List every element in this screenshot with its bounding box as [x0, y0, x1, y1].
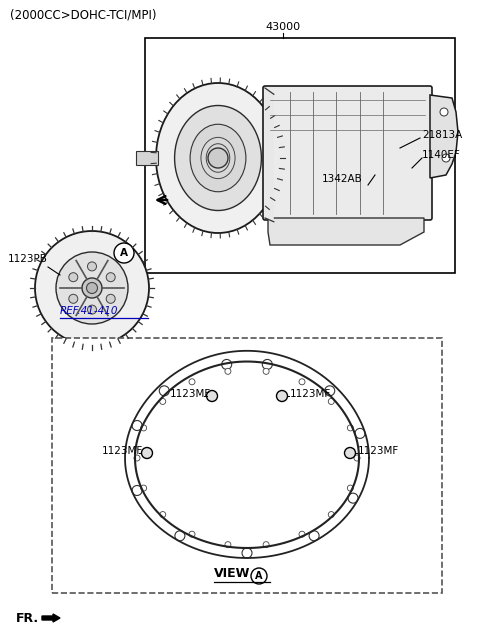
Circle shape [225, 542, 231, 548]
Bar [145, 38, 455, 273]
Circle shape [225, 369, 231, 374]
Ellipse shape [156, 83, 280, 233]
Circle shape [114, 243, 134, 263]
Circle shape [242, 548, 252, 558]
Circle shape [325, 386, 335, 396]
Ellipse shape [82, 278, 102, 298]
Circle shape [175, 531, 185, 541]
Ellipse shape [69, 294, 78, 303]
Circle shape [263, 542, 269, 548]
Circle shape [348, 425, 353, 431]
Bar [136, 151, 158, 165]
Circle shape [132, 485, 142, 496]
Ellipse shape [106, 294, 115, 303]
Circle shape [276, 390, 288, 401]
Text: (2000CC>DOHC-TCI/MPI): (2000CC>DOHC-TCI/MPI) [10, 8, 156, 21]
Circle shape [355, 428, 365, 438]
Text: REF.41-410: REF.41-410 [60, 306, 119, 316]
Circle shape [348, 485, 353, 491]
Circle shape [348, 493, 358, 503]
Ellipse shape [190, 125, 246, 192]
Circle shape [251, 568, 267, 584]
Circle shape [309, 531, 319, 541]
Text: 1123MF: 1123MF [290, 389, 331, 399]
Circle shape [141, 485, 146, 491]
Ellipse shape [56, 252, 128, 324]
Circle shape [354, 455, 360, 461]
Ellipse shape [175, 105, 262, 211]
Polygon shape [268, 218, 424, 245]
Circle shape [263, 369, 269, 374]
Circle shape [142, 447, 153, 458]
Circle shape [134, 455, 140, 461]
Circle shape [159, 386, 169, 396]
Circle shape [262, 360, 272, 369]
Ellipse shape [86, 282, 97, 293]
Circle shape [132, 421, 142, 431]
Text: 1123MF: 1123MF [358, 446, 399, 456]
Circle shape [222, 360, 232, 369]
Circle shape [189, 379, 195, 385]
Ellipse shape [35, 231, 149, 345]
Text: 1123MF: 1123MF [170, 389, 211, 399]
Ellipse shape [106, 273, 115, 282]
Text: FR.: FR. [16, 612, 39, 625]
Text: 1123MF: 1123MF [102, 446, 143, 456]
Circle shape [160, 399, 166, 404]
Text: 43000: 43000 [265, 22, 300, 32]
Text: VIEW: VIEW [214, 567, 250, 580]
Bar [52, 338, 442, 593]
Text: 21813A: 21813A [422, 130, 462, 140]
Text: A: A [255, 571, 263, 581]
Circle shape [345, 447, 356, 458]
Ellipse shape [69, 273, 78, 282]
Polygon shape [430, 95, 458, 178]
Circle shape [189, 531, 195, 537]
Ellipse shape [208, 148, 228, 168]
Circle shape [440, 108, 448, 116]
Circle shape [442, 154, 450, 162]
Circle shape [328, 512, 334, 517]
Text: 1123PB: 1123PB [8, 254, 48, 264]
Circle shape [160, 512, 166, 517]
Ellipse shape [87, 262, 96, 271]
Polygon shape [265, 88, 274, 221]
Circle shape [141, 425, 146, 431]
Circle shape [299, 379, 305, 385]
Circle shape [328, 399, 334, 404]
Ellipse shape [87, 305, 96, 314]
Circle shape [206, 390, 217, 401]
Text: 1342AB: 1342AB [322, 174, 363, 184]
Text: A: A [120, 248, 128, 258]
Text: 1140EF: 1140EF [422, 150, 461, 160]
FancyBboxPatch shape [263, 86, 432, 220]
Circle shape [299, 531, 305, 537]
FancyArrow shape [42, 614, 60, 622]
